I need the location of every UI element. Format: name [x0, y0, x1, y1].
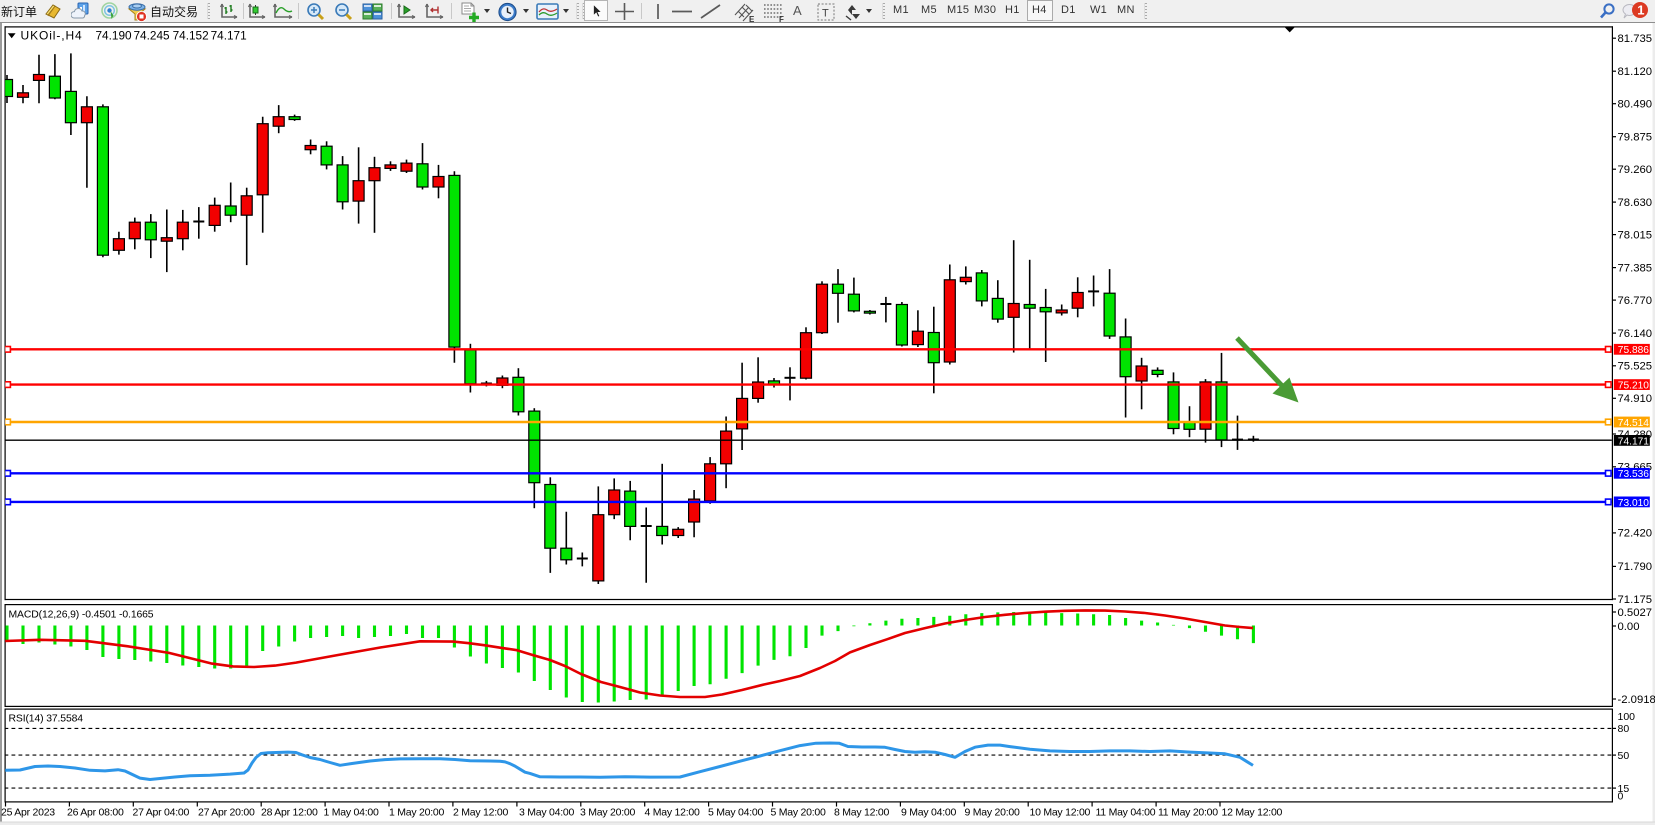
svg-text:26 Apr 08:00: 26 Apr 08:00: [67, 807, 124, 819]
svg-text:100: 100: [1618, 711, 1636, 723]
svg-text:73.010: 73.010: [1618, 498, 1649, 509]
svg-text:74.514: 74.514: [1618, 418, 1649, 429]
svg-text:75.525: 75.525: [1618, 361, 1653, 373]
svg-text:9 May 04:00: 9 May 04:00: [901, 807, 956, 819]
svg-text:81.735: 81.735: [1618, 33, 1653, 45]
svg-text:77.385: 77.385: [1618, 262, 1653, 274]
svg-text:12 May 12:00: 12 May 12:00: [1222, 807, 1283, 819]
svg-text:-2.0918: -2.0918: [1618, 694, 1655, 706]
svg-text:5 May 04:00: 5 May 04:00: [708, 807, 763, 819]
svg-text:74.152: 74.152: [173, 29, 209, 43]
svg-text:80: 80: [1618, 723, 1630, 735]
svg-text:25 Apr 2023: 25 Apr 2023: [1, 807, 55, 819]
svg-text:79.875: 79.875: [1618, 132, 1653, 144]
svg-text:74.910: 74.910: [1618, 393, 1653, 405]
svg-text:75.886: 75.886: [1618, 345, 1649, 356]
svg-text:0.00: 0.00: [1618, 621, 1640, 633]
svg-text:74.171: 74.171: [211, 29, 247, 43]
svg-text:74.245: 74.245: [134, 29, 171, 43]
svg-text:5 May 20:00: 5 May 20:00: [771, 807, 826, 819]
svg-text:E: E: [749, 15, 755, 23]
svg-text:11 May 04:00: 11 May 04:00: [1096, 807, 1156, 819]
svg-text:80.490: 80.490: [1618, 99, 1653, 111]
svg-text:74.190: 74.190: [96, 29, 133, 43]
svg-text:81.120: 81.120: [1618, 66, 1653, 78]
svg-text:28 Apr 12:00: 28 Apr 12:00: [261, 807, 318, 819]
svg-text:75.210: 75.210: [1618, 381, 1649, 392]
svg-text:15: 15: [1618, 783, 1630, 795]
svg-text:78.015: 78.015: [1618, 229, 1653, 241]
svg-text:71.175: 71.175: [1618, 594, 1653, 606]
svg-text:F: F: [779, 15, 784, 23]
svg-text:T: T: [822, 8, 829, 20]
svg-text:76.140: 76.140: [1618, 328, 1653, 340]
svg-text:9 May 20:00: 9 May 20:00: [965, 807, 1020, 819]
svg-text:RSI(14) 37.5584: RSI(14) 37.5584: [9, 714, 84, 725]
svg-text:8 May 12:00: 8 May 12:00: [834, 807, 889, 819]
svg-text:79.260: 79.260: [1618, 164, 1653, 176]
svg-text:71.790: 71.790: [1618, 561, 1653, 573]
svg-text:UKOil-,H4: UKOil-,H4: [21, 29, 83, 43]
svg-text:0.5027: 0.5027: [1618, 607, 1653, 619]
svg-text:72.420: 72.420: [1618, 528, 1653, 540]
svg-text:27 Apr 20:00: 27 Apr 20:00: [198, 807, 255, 819]
svg-text:1 May 04:00: 1 May 04:00: [324, 807, 379, 819]
svg-text:76.770: 76.770: [1618, 295, 1653, 307]
svg-text:27 Apr 04:00: 27 Apr 04:00: [133, 807, 190, 819]
svg-text:78.630: 78.630: [1618, 197, 1653, 209]
svg-text:73.536: 73.536: [1618, 469, 1649, 480]
svg-text:10 May 12:00: 10 May 12:00: [1030, 807, 1091, 819]
svg-text:50: 50: [1618, 750, 1630, 762]
svg-text:74.171: 74.171: [1618, 436, 1649, 447]
svg-text:1 May 20:00: 1 May 20:00: [389, 807, 444, 819]
svg-text:2 May 12:00: 2 May 12:00: [453, 807, 508, 819]
svg-text:1: 1: [1637, 3, 1644, 18]
svg-text:3 May 20:00: 3 May 20:00: [580, 807, 635, 819]
svg-text:MACD(12,26,9) -0.4501 -0.1665: MACD(12,26,9) -0.4501 -0.1665: [9, 610, 154, 621]
svg-text:11 May 20:00: 11 May 20:00: [1158, 807, 1218, 819]
svg-text:4 May 12:00: 4 May 12:00: [645, 807, 700, 819]
svg-text:3 May 04:00: 3 May 04:00: [519, 807, 574, 819]
svg-text:0: 0: [1618, 791, 1624, 803]
